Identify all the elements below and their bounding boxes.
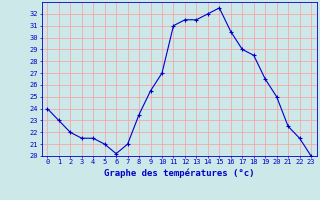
X-axis label: Graphe des températures (°c): Graphe des températures (°c) — [104, 168, 254, 178]
